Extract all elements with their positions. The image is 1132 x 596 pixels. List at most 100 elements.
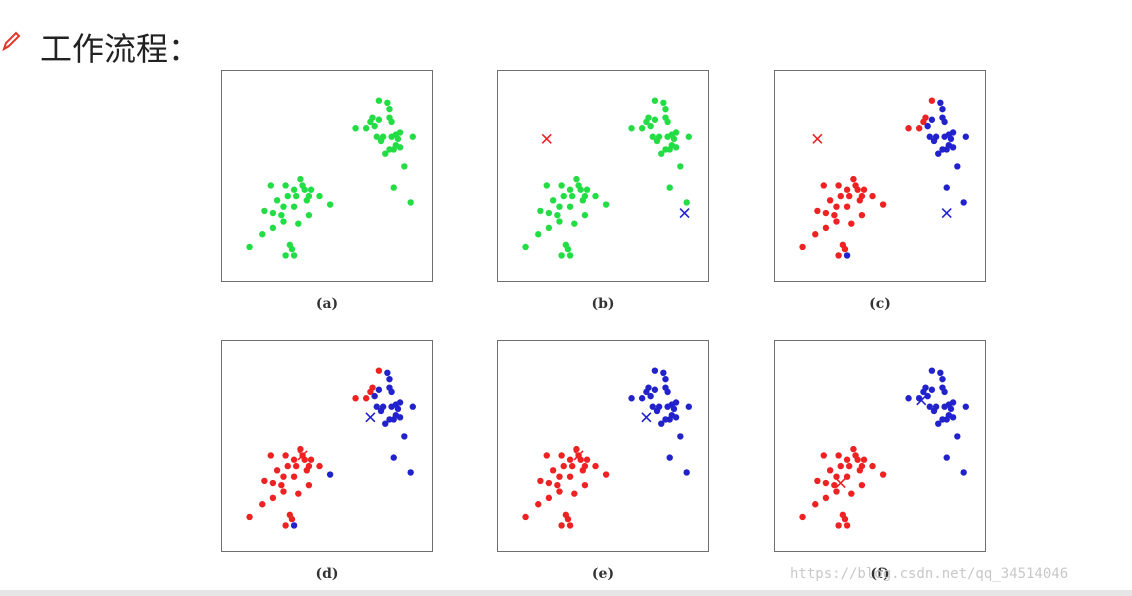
data-point: [560, 192, 567, 200]
data-point: [647, 392, 654, 400]
data-point: [583, 186, 591, 193]
data-point: [282, 182, 289, 189]
data-point: [664, 118, 671, 126]
data-point: [352, 395, 359, 402]
data-point: [554, 481, 561, 489]
data-point: [316, 192, 323, 200]
scatter-plot-c: [799, 97, 969, 259]
data-point: [820, 182, 827, 189]
data-point: [290, 186, 298, 193]
panel-b: [497, 70, 709, 282]
data-point: [573, 175, 580, 183]
data-point: [658, 420, 665, 427]
data-point: [943, 184, 950, 191]
data-point: [651, 97, 659, 104]
data-point: [812, 231, 819, 238]
data-point: [643, 388, 650, 396]
data-point: [566, 203, 574, 210]
data-point: [396, 144, 404, 151]
data-point: [543, 452, 550, 459]
data-point: [280, 203, 287, 210]
data-point: [299, 182, 306, 189]
data-point: [660, 99, 667, 106]
scatter-plot-d: [246, 367, 416, 529]
data-point: [833, 473, 840, 480]
data-point: [261, 207, 268, 215]
data-point: [269, 479, 277, 487]
section-title: 工作流程：: [40, 30, 201, 68]
data-point: [960, 199, 967, 206]
data-point: [941, 403, 948, 410]
data-point: [672, 129, 680, 136]
data-point: [581, 481, 589, 489]
data-point: [396, 129, 404, 136]
data-point: [396, 399, 404, 406]
data-point: [677, 433, 684, 440]
data-point: [651, 116, 659, 123]
data-point: [856, 467, 863, 474]
data-point: [556, 488, 563, 495]
data-point: [569, 462, 576, 470]
data-point: [658, 150, 665, 157]
data-point: [683, 199, 690, 206]
data-point: [962, 403, 969, 410]
data-point: [672, 144, 680, 151]
data-point: [939, 416, 946, 423]
data-point: [662, 375, 669, 383]
data-point: [543, 182, 550, 189]
data-point: [307, 186, 315, 193]
data-point: [388, 403, 395, 410]
data-point: [670, 405, 678, 413]
data-point: [562, 511, 570, 519]
data-point: [571, 490, 578, 497]
data-point: [843, 456, 851, 463]
data-point: [848, 490, 855, 497]
data-point: [566, 473, 574, 480]
data-point: [259, 501, 266, 508]
data-point: [850, 175, 857, 183]
data-point: [822, 479, 830, 487]
data-point: [394, 135, 402, 143]
data-point: [837, 192, 844, 200]
data-point: [375, 116, 383, 123]
data-point: [246, 513, 253, 521]
data-point: [822, 494, 830, 502]
data-point: [303, 467, 310, 474]
panel-d: [221, 340, 433, 552]
data-point: [937, 99, 944, 106]
data-point: [282, 522, 289, 529]
red-centroid-marker: [812, 133, 823, 144]
data-point: [284, 462, 291, 470]
data-point: [638, 395, 646, 402]
caption-a: (a): [315, 296, 339, 312]
data-point: [649, 133, 656, 140]
data-point: [846, 462, 853, 470]
data-point: [930, 407, 938, 415]
data-point: [843, 186, 851, 193]
caption-f: (f): [870, 566, 890, 582]
data-point: [879, 201, 887, 208]
data-point: [869, 462, 876, 470]
data-point: [566, 186, 574, 193]
data-point: [920, 118, 927, 126]
data-point: [662, 146, 669, 153]
bottom-divider: [0, 590, 1132, 596]
data-point: [282, 452, 289, 459]
data-point: [388, 133, 395, 140]
data-point: [860, 186, 868, 193]
data-point: [556, 203, 563, 210]
data-point: [653, 407, 661, 415]
caption-e: (e): [591, 566, 615, 582]
data-point: [297, 175, 304, 183]
blue-centroid-marker: [941, 207, 952, 219]
watermark: https://blog.csdn.net/qq_34514046: [790, 566, 1069, 582]
data-point: [566, 522, 574, 529]
data-point: [545, 209, 553, 217]
caption-b: (b): [591, 296, 615, 312]
red-centroid-marker: [297, 450, 308, 461]
data-point: [814, 477, 821, 485]
data-point: [522, 513, 529, 521]
red-centroid-marker: [835, 477, 846, 489]
data-point: [949, 414, 957, 421]
data-point: [290, 203, 298, 210]
